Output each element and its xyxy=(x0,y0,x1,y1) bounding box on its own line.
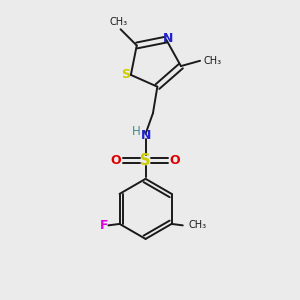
Text: CH₃: CH₃ xyxy=(109,17,127,27)
Text: CH₃: CH₃ xyxy=(203,56,221,66)
Text: N: N xyxy=(163,32,173,45)
Text: S: S xyxy=(140,153,151,168)
Text: CH₃: CH₃ xyxy=(188,220,206,230)
Text: N: N xyxy=(141,129,152,142)
Text: O: O xyxy=(170,154,180,167)
Text: H: H xyxy=(132,125,140,138)
Text: S: S xyxy=(121,68,130,81)
Text: F: F xyxy=(100,219,108,232)
Text: O: O xyxy=(111,154,122,167)
